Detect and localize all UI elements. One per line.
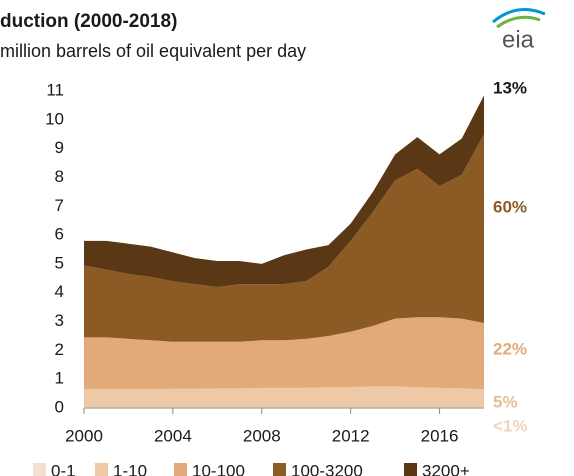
legend-swatch — [33, 463, 46, 476]
legend-swatch — [174, 463, 187, 476]
share-label: 60% — [493, 197, 527, 216]
y-tick-label: 3 — [55, 311, 64, 330]
share-label: <1% — [493, 416, 528, 435]
legend-label: 3200+ — [422, 461, 470, 476]
area — [84, 134, 484, 342]
chart-subtitle: million barrels of oil equivalent per da… — [0, 41, 306, 61]
legend-swatch — [404, 463, 417, 476]
x-tick-label: 2008 — [243, 426, 281, 445]
share-label: 13% — [493, 78, 527, 97]
x-tick-label: 2000 — [65, 426, 103, 445]
share-label: 22% — [493, 339, 527, 358]
legend-label: 0-1 — [51, 461, 76, 476]
y-tick-label: 11 — [46, 80, 64, 99]
x-tick-label: 2016 — [421, 426, 459, 445]
share-label: 5% — [493, 392, 518, 411]
y-tick-label: 1 — [55, 369, 64, 388]
legend-label: 100-3200 — [291, 461, 363, 476]
y-tick-label: 4 — [55, 282, 64, 301]
y-tick-label: 9 — [55, 138, 64, 157]
logo: eia — [492, 8, 546, 53]
y-tick-label: 7 — [55, 196, 64, 215]
legend-swatch — [273, 463, 286, 476]
y-tick-label: 10 — [45, 109, 64, 128]
chart-title: duction (2000-2018) — [0, 11, 177, 32]
x-tick-label: 2004 — [154, 426, 192, 445]
logo-arc — [492, 8, 546, 24]
y-tick-label: 5 — [55, 253, 64, 272]
area — [84, 386, 484, 408]
y-tick-label: 0 — [55, 397, 64, 416]
logo-text: eia — [502, 26, 535, 53]
legend-label: 1-10 — [113, 461, 147, 476]
x-tick-label: 2012 — [332, 426, 370, 445]
legend-label: 10-100 — [192, 461, 245, 476]
area — [84, 95, 484, 287]
y-tick-label: 2 — [55, 340, 64, 359]
y-tick-label: 6 — [55, 225, 64, 244]
area — [84, 317, 484, 390]
y-tick-label: 8 — [55, 167, 64, 186]
legend-swatch — [95, 463, 108, 476]
logo-arc — [496, 15, 541, 29]
